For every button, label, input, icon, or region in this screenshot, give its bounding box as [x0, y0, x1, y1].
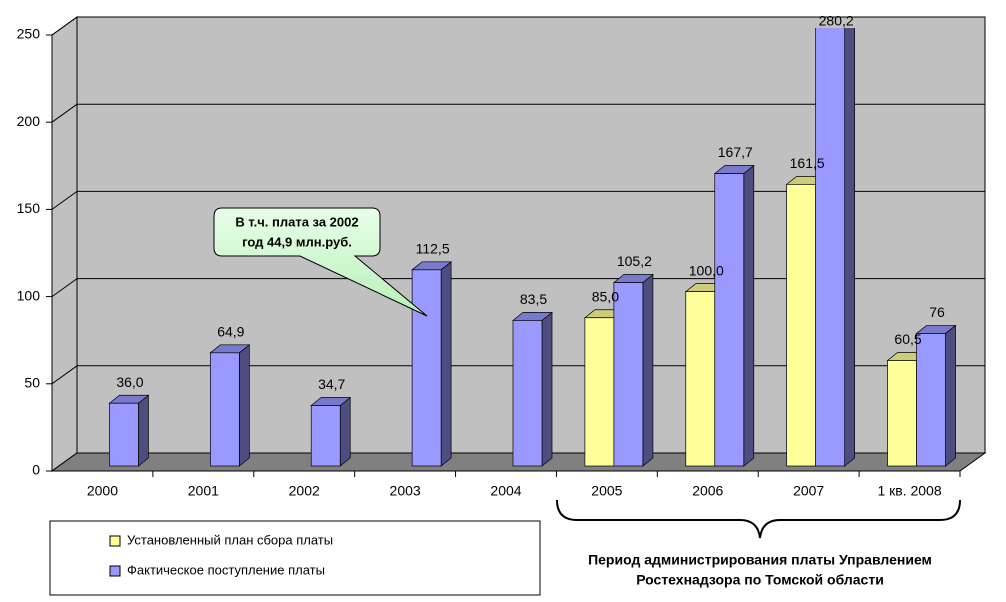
grid-line-side	[51, 365, 78, 385]
data-label: 34,7	[318, 376, 345, 392]
legend-swatch	[109, 535, 121, 547]
y-tick-label: 50	[24, 375, 40, 391]
side-wall	[51, 16, 78, 472]
x-tick-label: 2003	[390, 483, 421, 499]
data-label: 161,5	[790, 155, 825, 171]
callout-text: В т.ч. плата за 2002	[235, 214, 358, 229]
bar-side	[138, 394, 149, 467]
x-tick-label: 2002	[289, 483, 320, 499]
y-tick-label: 200	[17, 113, 41, 129]
bar	[786, 183, 817, 467]
bar-side	[945, 324, 956, 467]
data-label: 280,2	[819, 13, 854, 29]
data-label: 83,5	[520, 291, 547, 307]
callout-shape	[213, 207, 428, 317]
bar	[109, 402, 139, 467]
grid-line-side	[51, 278, 78, 298]
x-tick-label: 2007	[793, 483, 824, 499]
period-note: Ростехнадзора по Томской области	[636, 572, 884, 588]
bar-side	[642, 273, 654, 467]
y-tick-label: 150	[17, 200, 41, 216]
callout-text: год 44,9 млн.руб.	[242, 234, 352, 249]
bar	[209, 352, 240, 467]
data-label: 112,5	[416, 241, 450, 257]
x-tick-label: 2006	[692, 483, 723, 499]
bar	[714, 173, 745, 467]
x-tick-label: 2001	[188, 483, 219, 499]
bar	[613, 282, 644, 467]
y-tick-label: 250	[17, 26, 41, 42]
grid-line-side	[51, 190, 78, 210]
legend-label: Фактическое поступление платы	[127, 562, 325, 577]
data-label: 36,0	[116, 374, 143, 390]
bar	[411, 269, 442, 467]
bar	[584, 317, 615, 467]
legend-box	[49, 520, 541, 596]
bar-side	[541, 311, 553, 467]
data-label: 60,5	[894, 331, 921, 347]
bar	[916, 333, 946, 467]
period-note: Период администрирования платы Управлени…	[588, 552, 932, 568]
bar	[685, 291, 716, 467]
legend-label: Установленный план сбора платы	[127, 532, 333, 547]
data-label: 100,0	[689, 262, 724, 278]
period-brace	[556, 499, 961, 539]
bar	[512, 320, 543, 467]
bar	[815, 28, 846, 467]
bar-side	[339, 396, 351, 467]
grid-line-side	[51, 103, 78, 123]
data-label: 64,9	[217, 324, 244, 340]
grid-line-side	[51, 16, 78, 36]
legend-swatch	[109, 565, 121, 577]
data-label: 85,0	[592, 288, 619, 304]
bar-side	[743, 164, 755, 467]
y-tick-label: 100	[17, 287, 41, 303]
x-tick-label: 2000	[87, 483, 118, 499]
bar	[310, 405, 341, 467]
bar	[887, 360, 917, 467]
x-tick-label: 2004	[490, 483, 521, 499]
data-label: 167,7	[718, 144, 753, 160]
bar-side	[440, 261, 452, 467]
bar-side	[844, 28, 856, 467]
x-tick-label: 1 кв. 2008	[877, 483, 941, 499]
data-label: 76	[929, 304, 945, 320]
x-tick-label: 2005	[591, 483, 622, 499]
bar-side	[238, 344, 250, 467]
y-tick-label: 0	[32, 462, 40, 478]
data-label: 105,2	[617, 253, 652, 269]
legend: Установленный план сбора платы Фактическо…	[49, 520, 541, 596]
callout: В т.ч. плата за 2002 год 44,9 млн.руб.	[213, 207, 428, 317]
